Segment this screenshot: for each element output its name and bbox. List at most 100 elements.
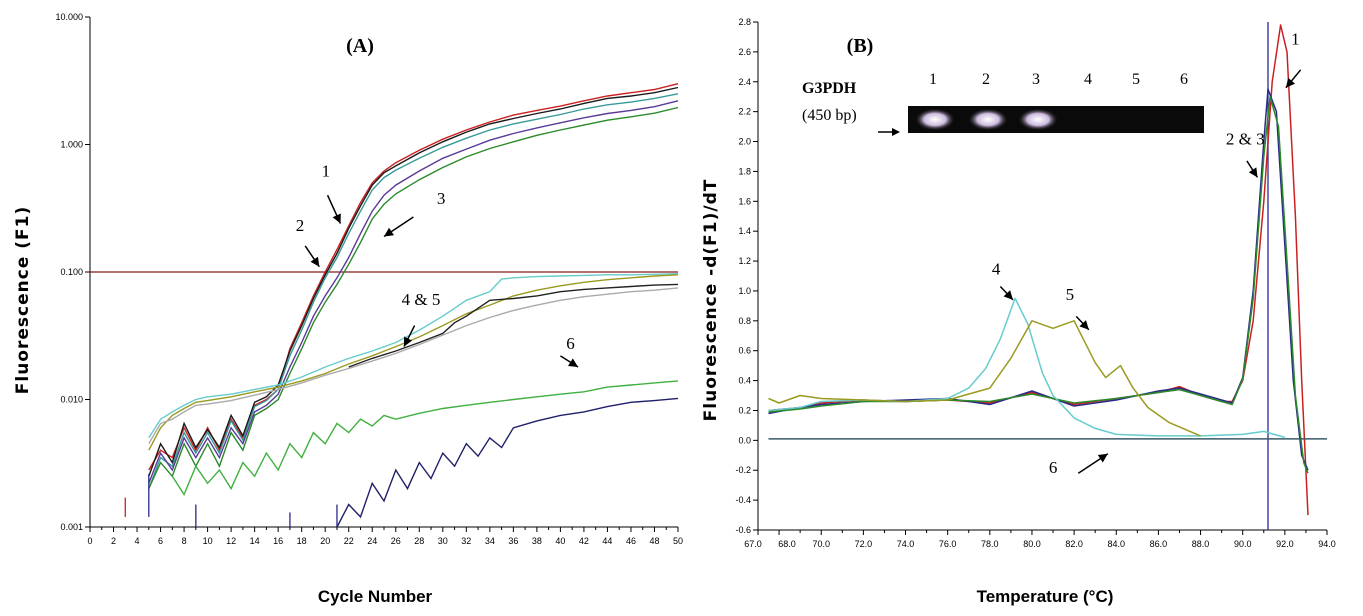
panel-b-y-tick-label: -0.6 (735, 525, 751, 535)
panel-a-series-5 (148, 106, 679, 489)
panel-a-x-tick-label: 46 (626, 536, 636, 546)
panel-b-x-tick-label: 74.0 (897, 539, 915, 549)
gel-inset: G3PDH (450 bp) 1 2 3 4 5 6 (802, 71, 1204, 136)
panel-b-y-tick-label: 2.4 (738, 77, 751, 87)
panel-b-y-tick-label: -0.4 (735, 495, 751, 505)
panel-b-x-tick-label: 84.0 (1107, 539, 1125, 549)
panel-a-y-tick-label: 0.100 (60, 267, 83, 277)
panel-b-x-axis-label: Temperature (°C) (977, 587, 1114, 606)
panel-a-label: (A) (346, 35, 374, 57)
panel-a-x-tick-label: 32 (461, 536, 471, 546)
panel-a-x-tick-label: 6 (158, 536, 163, 546)
panel-b-y-tick-label: 1.0 (738, 286, 751, 296)
panel-a-x-tick-label: 36 (508, 536, 518, 546)
panel-a-series-7 (148, 274, 679, 451)
panel-b-x-tick-label: 94.0 (1318, 539, 1336, 549)
panel-b-x-tick-label: 80.0 (1023, 539, 1041, 549)
panel-a-annotation-arrow-head (403, 336, 413, 347)
panel-b-y-tick-label: 0.2 (738, 405, 751, 415)
panel-b-label: (B) (847, 35, 874, 57)
panel-a-x-tick-label: 24 (367, 536, 377, 546)
panel-a-series-4 (148, 100, 679, 484)
panel-b-x-tick-label: 68.0 (778, 539, 796, 549)
gel-lane-labels: 1 2 3 4 5 6 (929, 71, 1188, 88)
panel-a-annotation-arrow-head (384, 227, 394, 237)
panel-b-x-tick-label: 72.0 (855, 539, 873, 549)
panel-a-y-tick-label: 1.000 (60, 140, 83, 150)
panel-a-x-tick-label: 16 (273, 536, 283, 546)
panel-b-annotation-arrow-head (1248, 167, 1258, 178)
panel-a-x-tick-label: 26 (391, 536, 401, 546)
panel-a: (A) Fluorescence (F1) Cycle Number 0.001… (13, 12, 683, 606)
panel-a-x-tick-label: 20 (320, 536, 330, 546)
panel-b-x-tick-label: 78.0 (981, 539, 999, 549)
panel-a-annotation: 3 (437, 189, 446, 208)
panel-b-annotation: 4 (992, 260, 1001, 279)
gel-band-lane-2 (968, 108, 1008, 131)
panel-b-y-tick-label: 1.2 (738, 256, 751, 266)
gel-lane-label: 4 (1084, 71, 1092, 88)
panel-a-x-tick-label: 44 (602, 536, 612, 546)
panel-b-x-tick-label: 92.0 (1276, 539, 1294, 549)
panel-a-y-axis-label: Fluorescence (F1) (13, 206, 33, 394)
panel-b-series-4 (768, 297, 1286, 439)
gel-lane-label: 3 (1032, 71, 1040, 88)
panel-b-annotation-arrow-head (1079, 320, 1089, 330)
gel-pointer-arrowhead (892, 128, 900, 136)
panel-a-x-tick-label: 12 (226, 536, 236, 546)
panel-a-x-tick-label: 50 (673, 536, 683, 546)
gel-band-lane-1 (915, 108, 955, 131)
panel-a-series-9 (348, 283, 679, 368)
panel-a-x-tick-label: 38 (532, 536, 542, 546)
gel-title: G3PDH (802, 80, 857, 97)
panel-a-x-tick-label: 4 (135, 536, 140, 546)
gel-band-lane-3 (1018, 108, 1058, 131)
panel-b-annotation-arrow-head (1097, 453, 1108, 463)
panel-a-series-8 (148, 287, 679, 445)
panel-b-annotation: 2 & 3 (1226, 130, 1265, 149)
panel-a-annotations: 1 2 3 4 & 5 6 (296, 162, 579, 368)
panel-a-x-tick-label: 10 (203, 536, 213, 546)
gel-lane-label: 2 (982, 71, 990, 88)
panel-a-y-tick-label: 0.010 (60, 395, 83, 405)
panel-a-annotation-arrow-head (332, 213, 341, 224)
gel-bands (915, 108, 1058, 131)
panel-b-annotation: 6 (1049, 458, 1058, 477)
panel-a-annotation: 4 & 5 (402, 290, 441, 309)
panel-a-x-tick-label: 0 (87, 536, 92, 546)
panel-a-annotation: 6 (566, 334, 575, 353)
panel-b-x-tick-label: 82.0 (1065, 539, 1083, 549)
panel-b-y-tick-label: 1.8 (738, 166, 751, 176)
panel-b-annotation: 1 (1291, 29, 1300, 48)
panel-a-x-tick-label: 8 (182, 536, 187, 546)
panel-b-x-tick-label: 67.0 (744, 539, 762, 549)
panel-b-series-5 (768, 320, 1201, 437)
panel-b: (B) Fluorescence -d(F1)/dT Temperature (… (701, 17, 1336, 606)
gel-lane-label: 5 (1132, 71, 1140, 88)
panel-b-x-tick-label: 76.0 (939, 539, 957, 549)
panel-b-annotation-arrow-head (1285, 77, 1296, 88)
panel-a-series-10 (171, 380, 679, 496)
panel-b-x-tick-label: 86.0 (1150, 539, 1168, 549)
panel-b-x-tick-label: 88.0 (1192, 539, 1210, 549)
panel-a-annotation: 2 (296, 216, 305, 235)
panel-a-annotation-arrow-head (310, 256, 320, 267)
panel-a-series-11 (336, 397, 679, 528)
panel-b-y-axis-label: Fluorescence -d(F1)/dT (701, 179, 721, 422)
panel-b-y-tick-label: 0.8 (738, 316, 751, 326)
panel-b-y-tick-label: 0.0 (738, 435, 751, 445)
panel-b-axes: -0.6 -0.4 -0.2 0.0 0.2 0.4 0.6 0.8 1.0 1.2 1.4 1.6 1… (735, 17, 1335, 549)
panel-b-x-tick-label: 70.0 (812, 539, 830, 549)
panel-a-x-tick-label: 48 (649, 536, 659, 546)
panel-a-x-tick-label: 30 (438, 536, 448, 546)
panel-a-x-axis-label: Cycle Number (318, 587, 433, 606)
panel-b-y-tick-label: 2.6 (738, 47, 751, 57)
panel-a-y-tick-label: 0.001 (60, 522, 83, 532)
gel-lane-label: 6 (1180, 71, 1188, 88)
gel-subtitle: (450 bp) (802, 107, 857, 124)
panel-a-y-tick-label: 10.000 (55, 12, 83, 22)
panel-a-series-1 (148, 83, 679, 471)
panel-a-series-6 (148, 273, 679, 439)
panel-a-x-tick-label: 34 (485, 536, 495, 546)
